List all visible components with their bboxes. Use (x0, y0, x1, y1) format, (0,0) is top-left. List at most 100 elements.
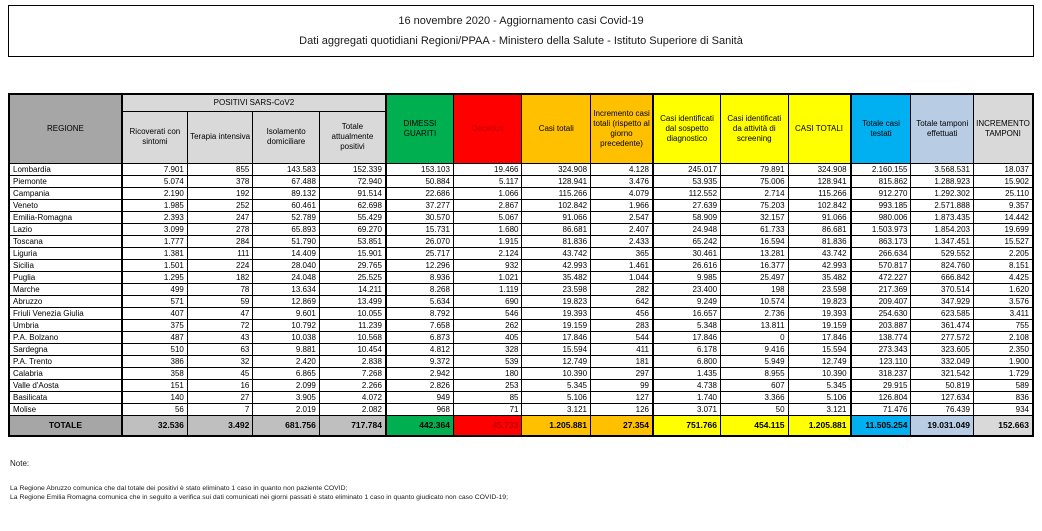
region-name-cell: Molise (8, 402, 123, 416)
region-name-cell: P.A. Trento (8, 354, 123, 368)
value-cell: 60.461 (252, 198, 320, 212)
value-cell: 1.740 (652, 390, 722, 404)
value-cell: 6.873 (384, 330, 454, 344)
value-cell: 247 (186, 210, 254, 224)
region-row: Valle d'Aosta 151 16 2.099 2.266 2.826 253 5.34… (8, 378, 1034, 392)
value-cell: 642 (590, 294, 654, 308)
region-row: P.A. Trento 386 32 2.420 2.838 9.372 539 12.749… (8, 354, 1034, 368)
value-cell: 19.823 (787, 294, 852, 308)
value-cell: 138.774 (849, 330, 912, 344)
region-row: Veneto 1.985 252 60.461 62.698 37.277 2.867 102… (8, 198, 1034, 212)
value-cell: 25.717 (384, 246, 454, 260)
value-cell: 111 (186, 246, 254, 260)
value-cell: 65.893 (252, 222, 320, 236)
value-cell: 2.826 (384, 378, 454, 392)
region-row: Emilia-Romagna 2.393 247 52.789 55.429 30.570… (8, 210, 1034, 224)
value-cell: 1.620 (972, 282, 1034, 296)
value-cell: 99 (590, 378, 654, 392)
value-cell: 332.049 (910, 354, 974, 368)
value-cell: 2.942 (384, 366, 454, 380)
value-cell: 61.733 (720, 222, 789, 236)
value-cell: 3.121 (787, 402, 852, 416)
value-cell: 126 (590, 402, 654, 416)
value-cell: 5.106 (521, 390, 592, 404)
region-name-cell: Sicilia (8, 258, 123, 272)
value-cell: 153.103 (384, 162, 454, 176)
value-cell: 75.006 (720, 174, 789, 188)
column-header-totale-tamponi: Totale tamponi effettuati (910, 93, 974, 164)
region-row: Lombardia 7.901 855 143.583 152.339 153.103 19… (8, 162, 1034, 176)
value-cell: 13.811 (720, 318, 789, 332)
column-header-casi-totali: Casi totali (521, 93, 592, 164)
value-cell: 140 (120, 390, 188, 404)
value-cell: 19.393 (521, 306, 592, 320)
totale-attualmente-positivi: 717.784 (318, 414, 387, 436)
notes-heading: Note: (10, 458, 30, 468)
value-cell: 855 (186, 162, 254, 176)
value-cell: 192 (186, 186, 254, 200)
value-cell: 5.117 (452, 174, 523, 188)
totale-casi-totali: 1.205.881 (521, 414, 592, 436)
value-cell: 1.915 (452, 234, 523, 248)
value-cell: 22.686 (384, 186, 454, 200)
value-cell: 11.239 (318, 318, 387, 332)
value-cell: 43.742 (787, 246, 852, 260)
totale-sospetto-diagnostico: 751.766 (652, 414, 722, 436)
value-cell: 72.940 (318, 174, 387, 188)
totale-incremento-casi: 27.354 (590, 414, 654, 436)
value-cell: 2.736 (720, 306, 789, 320)
value-cell: 1.729 (972, 366, 1034, 380)
value-cell: 4.072 (318, 390, 387, 404)
value-cell: 18.037 (972, 162, 1034, 176)
value-cell: 23.400 (652, 282, 722, 296)
value-cell: 262 (452, 318, 523, 332)
value-cell: 198 (720, 282, 789, 296)
column-header-totale-attualmente-positivi: Totale attualmente positivi (318, 110, 387, 164)
column-header-incremento-casi-totali: Incremento casi totali (rispetto al gior… (590, 93, 654, 164)
value-cell: 297 (590, 366, 654, 380)
value-cell: 143.583 (252, 162, 320, 176)
column-header-casi-totali-2: CASI TOTALI (787, 93, 852, 164)
value-cell: 63 (186, 342, 254, 356)
value-cell: 30.461 (652, 246, 722, 260)
value-cell: 56 (120, 402, 188, 416)
totale-incremento-tamponi: 152.663 (972, 414, 1034, 436)
value-cell: 318.237 (849, 366, 912, 380)
value-cell: 932 (452, 258, 523, 272)
value-cell: 15.527 (972, 234, 1034, 248)
value-cell: 126.804 (849, 390, 912, 404)
value-cell: 3.099 (120, 222, 188, 236)
value-cell: 76.439 (910, 402, 974, 416)
value-cell: 23.598 (787, 282, 852, 296)
value-cell: 12.869 (252, 294, 320, 308)
value-cell: 78 (186, 282, 254, 296)
value-cell: 1.381 (120, 246, 188, 260)
value-cell: 2.190 (120, 186, 188, 200)
value-cell: 1.966 (590, 198, 654, 212)
value-cell: 4.425 (972, 270, 1034, 284)
value-cell: 863.173 (849, 234, 912, 248)
region-row: Friuli Venezia Giulia 407 47 9.601 10.055 8.7… (8, 306, 1034, 320)
region-name-cell: Calabria (8, 366, 123, 380)
value-cell: 546 (452, 306, 523, 320)
totale-ricoverati: 32.536 (120, 414, 188, 436)
value-cell: 1.288.923 (910, 174, 974, 188)
value-cell: 2.160.155 (849, 162, 912, 176)
value-cell: 59 (186, 294, 254, 308)
region-name-cell: Campania (8, 186, 123, 200)
value-cell: 1.854.203 (910, 222, 974, 236)
column-header-incremento-tamponi: INCREMENTO TAMPONI (972, 93, 1034, 164)
column-header-isolamento-domiciliare: Isolamento domiciliare (252, 110, 320, 164)
value-cell: 47 (186, 306, 254, 320)
value-cell: 1.680 (452, 222, 523, 236)
value-cell: 15.731 (384, 222, 454, 236)
value-cell: 5.345 (521, 378, 592, 392)
value-cell: 25.110 (972, 186, 1034, 200)
value-cell: 815.862 (849, 174, 912, 188)
value-cell: 2.547 (590, 210, 654, 224)
value-cell: 405 (452, 330, 523, 344)
value-cell: 12.749 (521, 354, 592, 368)
value-cell: 375 (120, 318, 188, 332)
value-cell: 3.905 (252, 390, 320, 404)
region-name-cell: Puglia (8, 270, 123, 284)
